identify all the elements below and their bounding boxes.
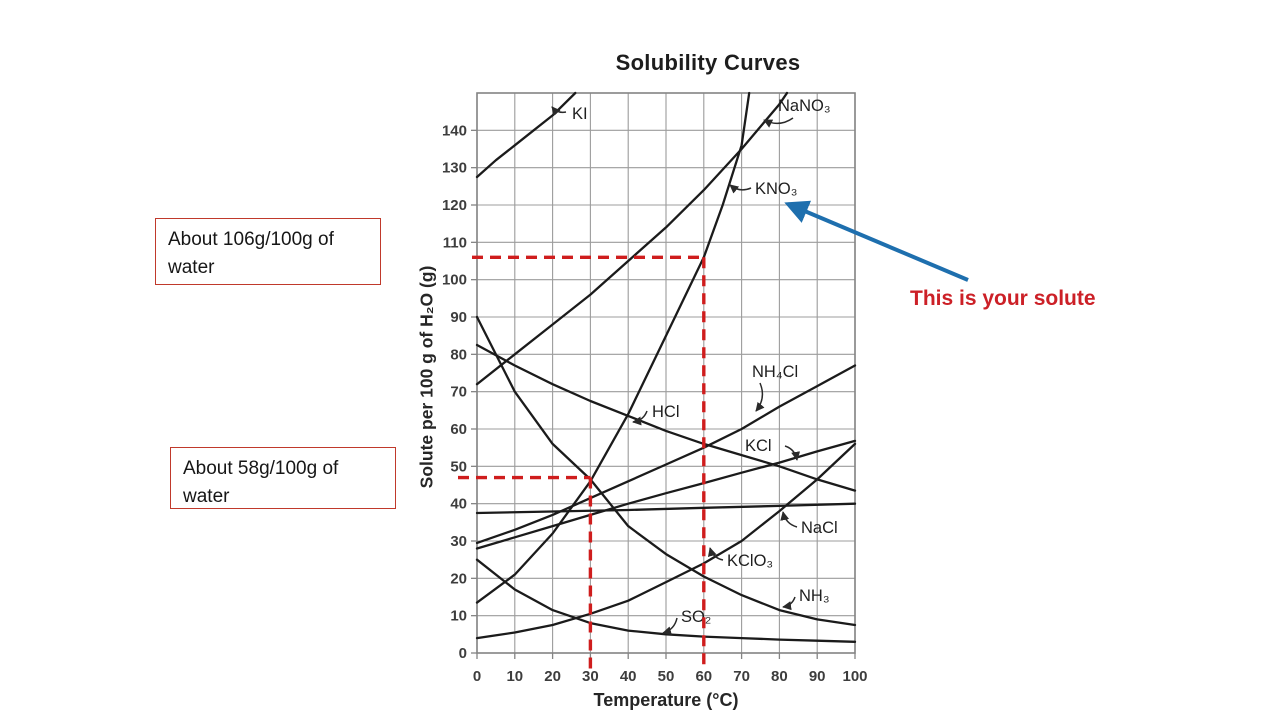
x-axis-title: Temperature (°C) — [593, 690, 739, 710]
curve-NaNO₃ — [475, 91, 789, 386]
curve-label-leader-KI — [551, 106, 567, 117]
y-axis-title: Solute per 100 g of H₂O (g) — [416, 265, 437, 489]
curve-label-KI: KI — [572, 105, 588, 123]
annotation-box-106: About 106g/100g of water — [155, 218, 381, 285]
y-tick-label: 80 — [450, 346, 467, 363]
curve-label-leader-KCl — [784, 445, 801, 461]
y-tick-label: 0 — [459, 645, 467, 662]
solute-callout-text: This is your solute — [910, 287, 1096, 310]
annotation-box-58: About 58g/100g of water — [170, 447, 396, 509]
curve-label-leader-KNO₃ — [729, 184, 752, 194]
y-tick-label: 20 — [450, 570, 467, 587]
y-tick-label: 10 — [450, 608, 467, 625]
curve-KI — [475, 91, 577, 179]
y-tick-label: 50 — [450, 458, 467, 475]
curve-label-KCl: KCl — [745, 437, 772, 455]
x-tick-label: 90 — [809, 668, 826, 685]
x-tick-label: 0 — [473, 668, 481, 685]
solute-callout-arrow — [784, 200, 969, 282]
curve-label-leader-NH₃ — [782, 596, 796, 611]
y-tick-label: 140 — [442, 122, 467, 139]
curve-NH₄Cl — [475, 364, 857, 545]
x-tick-label: 20 — [544, 668, 561, 685]
x-tick-label: 50 — [658, 668, 675, 685]
y-tick-label: 60 — [450, 421, 467, 438]
curve-label-leader-NaCl — [780, 511, 798, 528]
curve-label-KNO₃: KNO₃ — [755, 180, 797, 198]
curve-label-leader-HCl — [632, 410, 648, 426]
curve-KNO₃ — [475, 91, 751, 604]
chart-title: Solubility Curves — [615, 50, 801, 75]
y-tick-label: 40 — [450, 496, 467, 513]
curve-label-NH₃: NH₃ — [799, 587, 830, 605]
x-tick-label: 100 — [842, 668, 867, 685]
y-tick-label: 70 — [450, 384, 467, 401]
y-tick-label: 120 — [442, 197, 467, 214]
x-tick-label: 40 — [620, 668, 637, 685]
curve-label-leader-NaNO₃ — [763, 117, 794, 128]
curve-label-SO₂: SO₂ — [681, 608, 711, 626]
x-tick-label: 80 — [771, 668, 788, 685]
curve-NaCl — [475, 502, 857, 515]
curve-NH₃ — [475, 315, 857, 627]
y-tick-label: 90 — [450, 309, 467, 326]
y-tick-label: 30 — [450, 533, 467, 550]
y-tick-label: 110 — [443, 234, 467, 251]
curve-label-NaCl: NaCl — [801, 519, 838, 537]
x-tick-label: 10 — [506, 668, 523, 685]
curve-label-leader-NH₄Cl — [755, 382, 765, 412]
curve-label-leader-KClO₃ — [707, 547, 724, 561]
curve-label-NaNO₃: NaNO₃ — [778, 97, 831, 115]
x-tick-label: 70 — [733, 668, 750, 685]
y-tick-label: 100 — [442, 272, 467, 289]
curve-label-KClO₃: KClO₃ — [727, 552, 773, 570]
curve-label-HCl: HCl — [652, 403, 680, 421]
y-tick-label: 130 — [442, 160, 467, 177]
curve-HCl — [475, 343, 857, 492]
curve-label-leader-SO₂ — [662, 617, 678, 636]
x-tick-label: 30 — [582, 668, 599, 685]
curve-KClO₃ — [475, 442, 857, 640]
curve-label-NH₄Cl: NH₄Cl — [752, 363, 798, 381]
x-tick-label: 60 — [695, 668, 712, 685]
